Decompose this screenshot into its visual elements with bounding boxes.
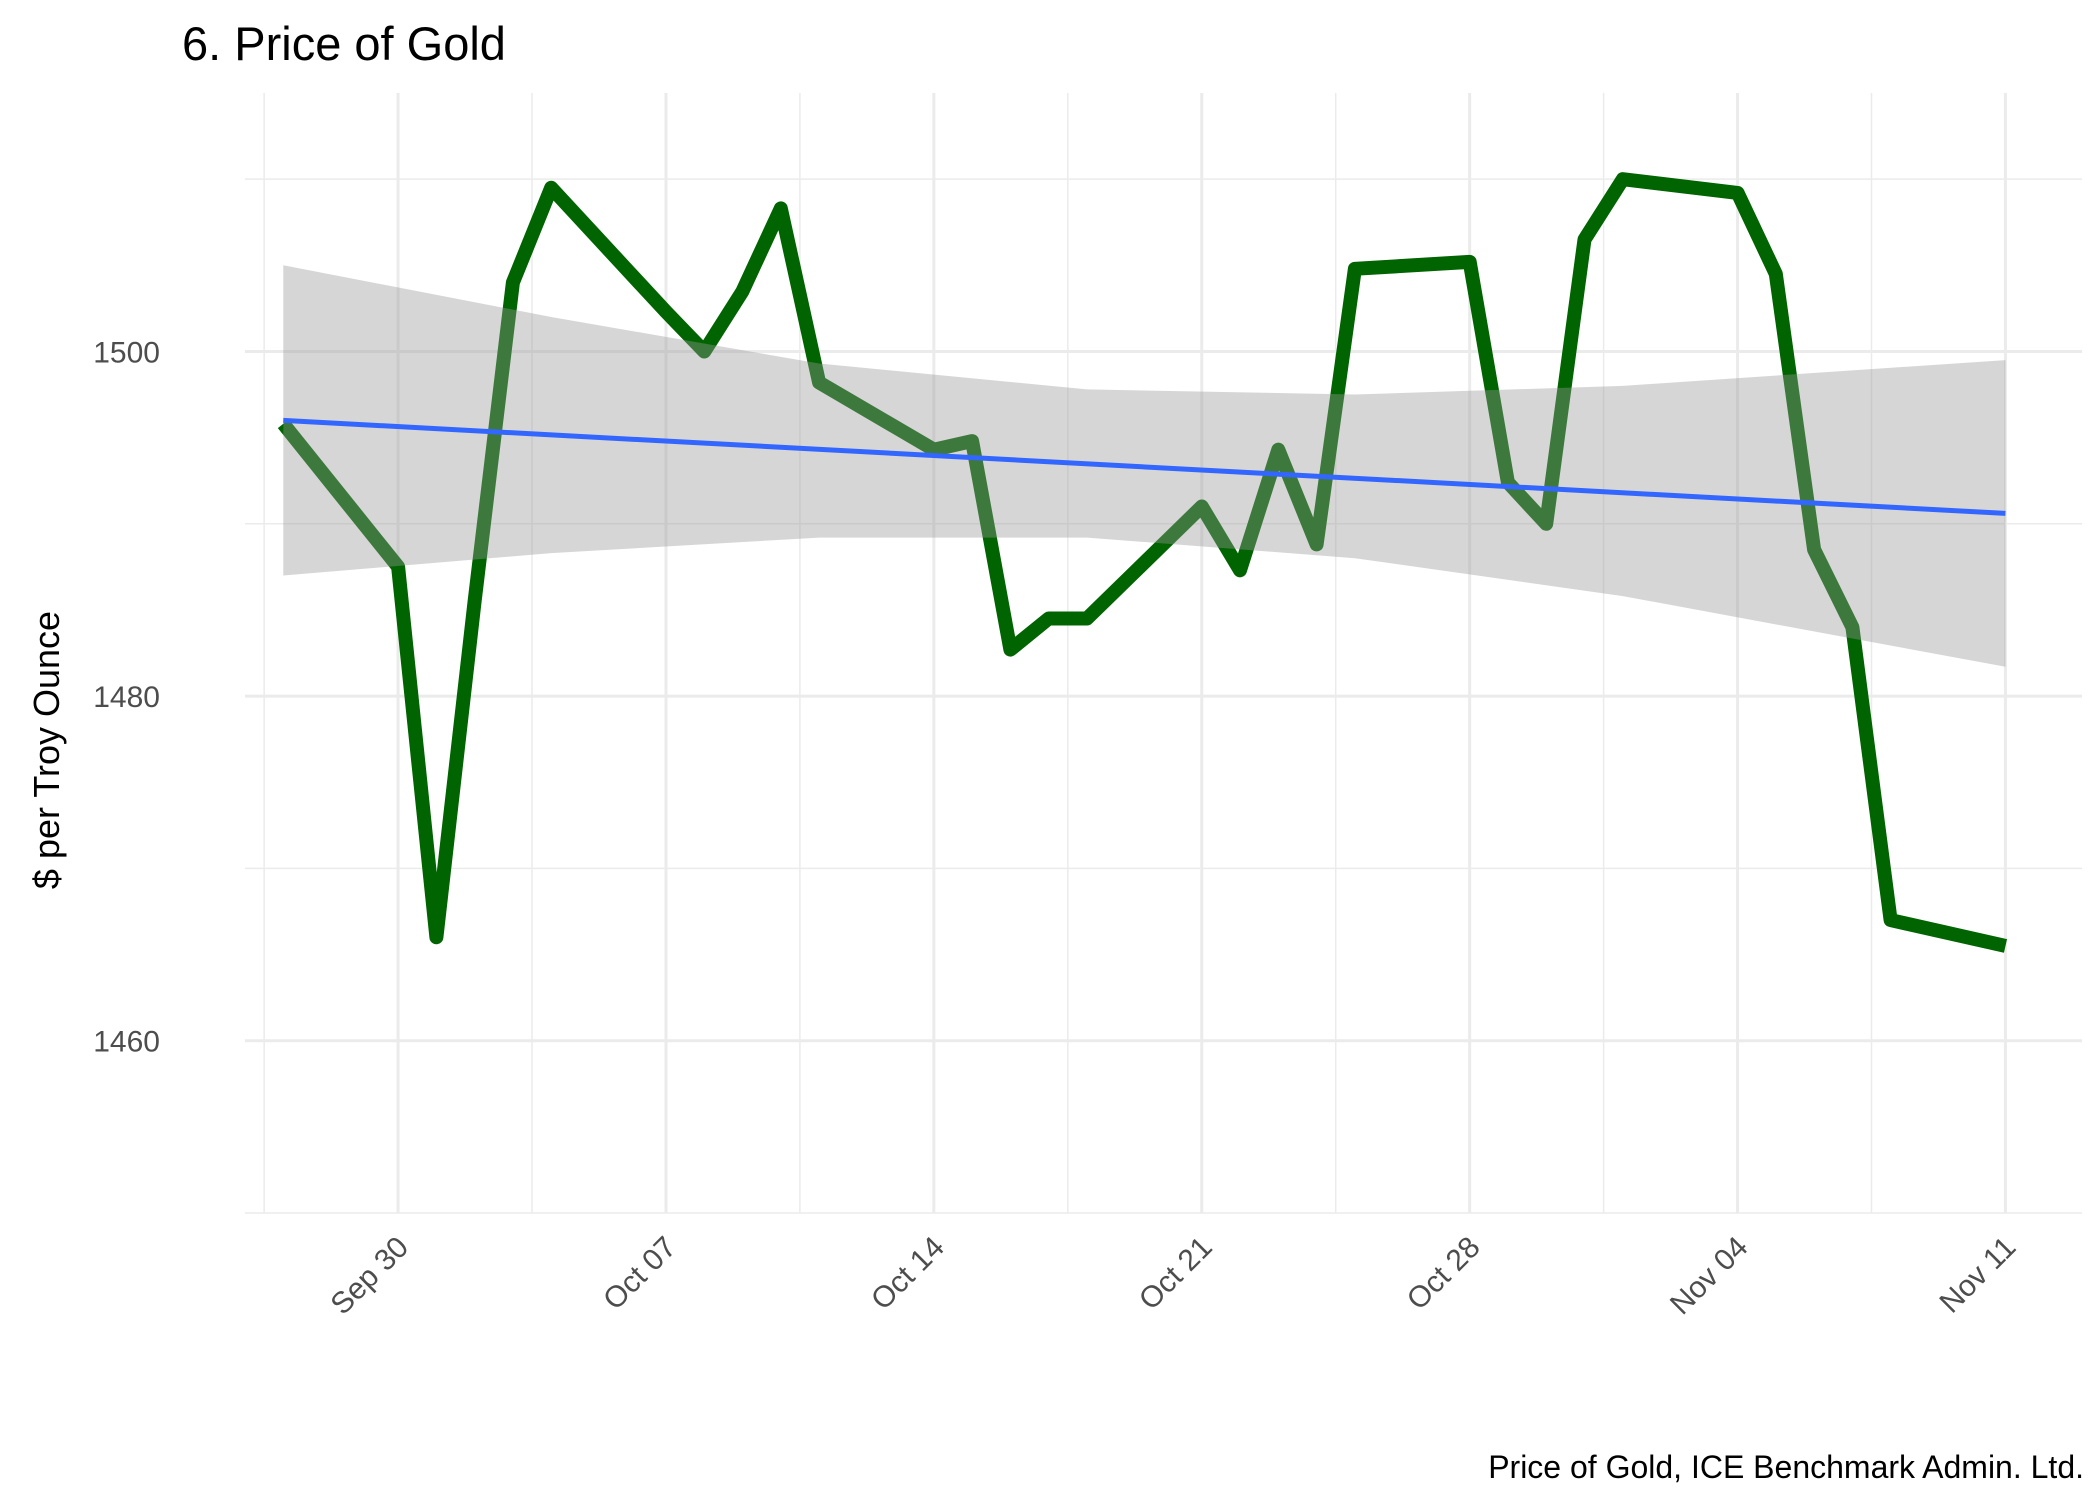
chart-caption: Price of Gold, ICE Benchmark Admin. Ltd. (1488, 1449, 2084, 1485)
y-tick-label: 1500 (93, 336, 160, 369)
x-tick-label: Oct 07 (597, 1231, 683, 1317)
x-tick-label: Nov 04 (1664, 1231, 1755, 1322)
x-tick-label: Sep 30 (324, 1231, 415, 1322)
trend-line (283, 417, 2006, 516)
series-lines (277, 172, 2008, 953)
y-tick-label: 1460 (93, 1026, 160, 1059)
price-series-line (277, 172, 2008, 953)
x-tick-label: Oct 28 (1401, 1231, 1487, 1317)
y-axis-title: $ per Troy Ounce (26, 611, 67, 889)
y-tick-label: 1480 (93, 681, 160, 714)
grid-lines (245, 93, 2082, 1214)
x-tick-label: Oct 14 (865, 1231, 951, 1317)
chart-title: 6. Price of Gold (182, 17, 506, 70)
x-tick-label: Nov 11 (1933, 1231, 2022, 1320)
trend-line-group (283, 417, 2006, 516)
x-tick-label: Oct 21 (1133, 1231, 1219, 1317)
